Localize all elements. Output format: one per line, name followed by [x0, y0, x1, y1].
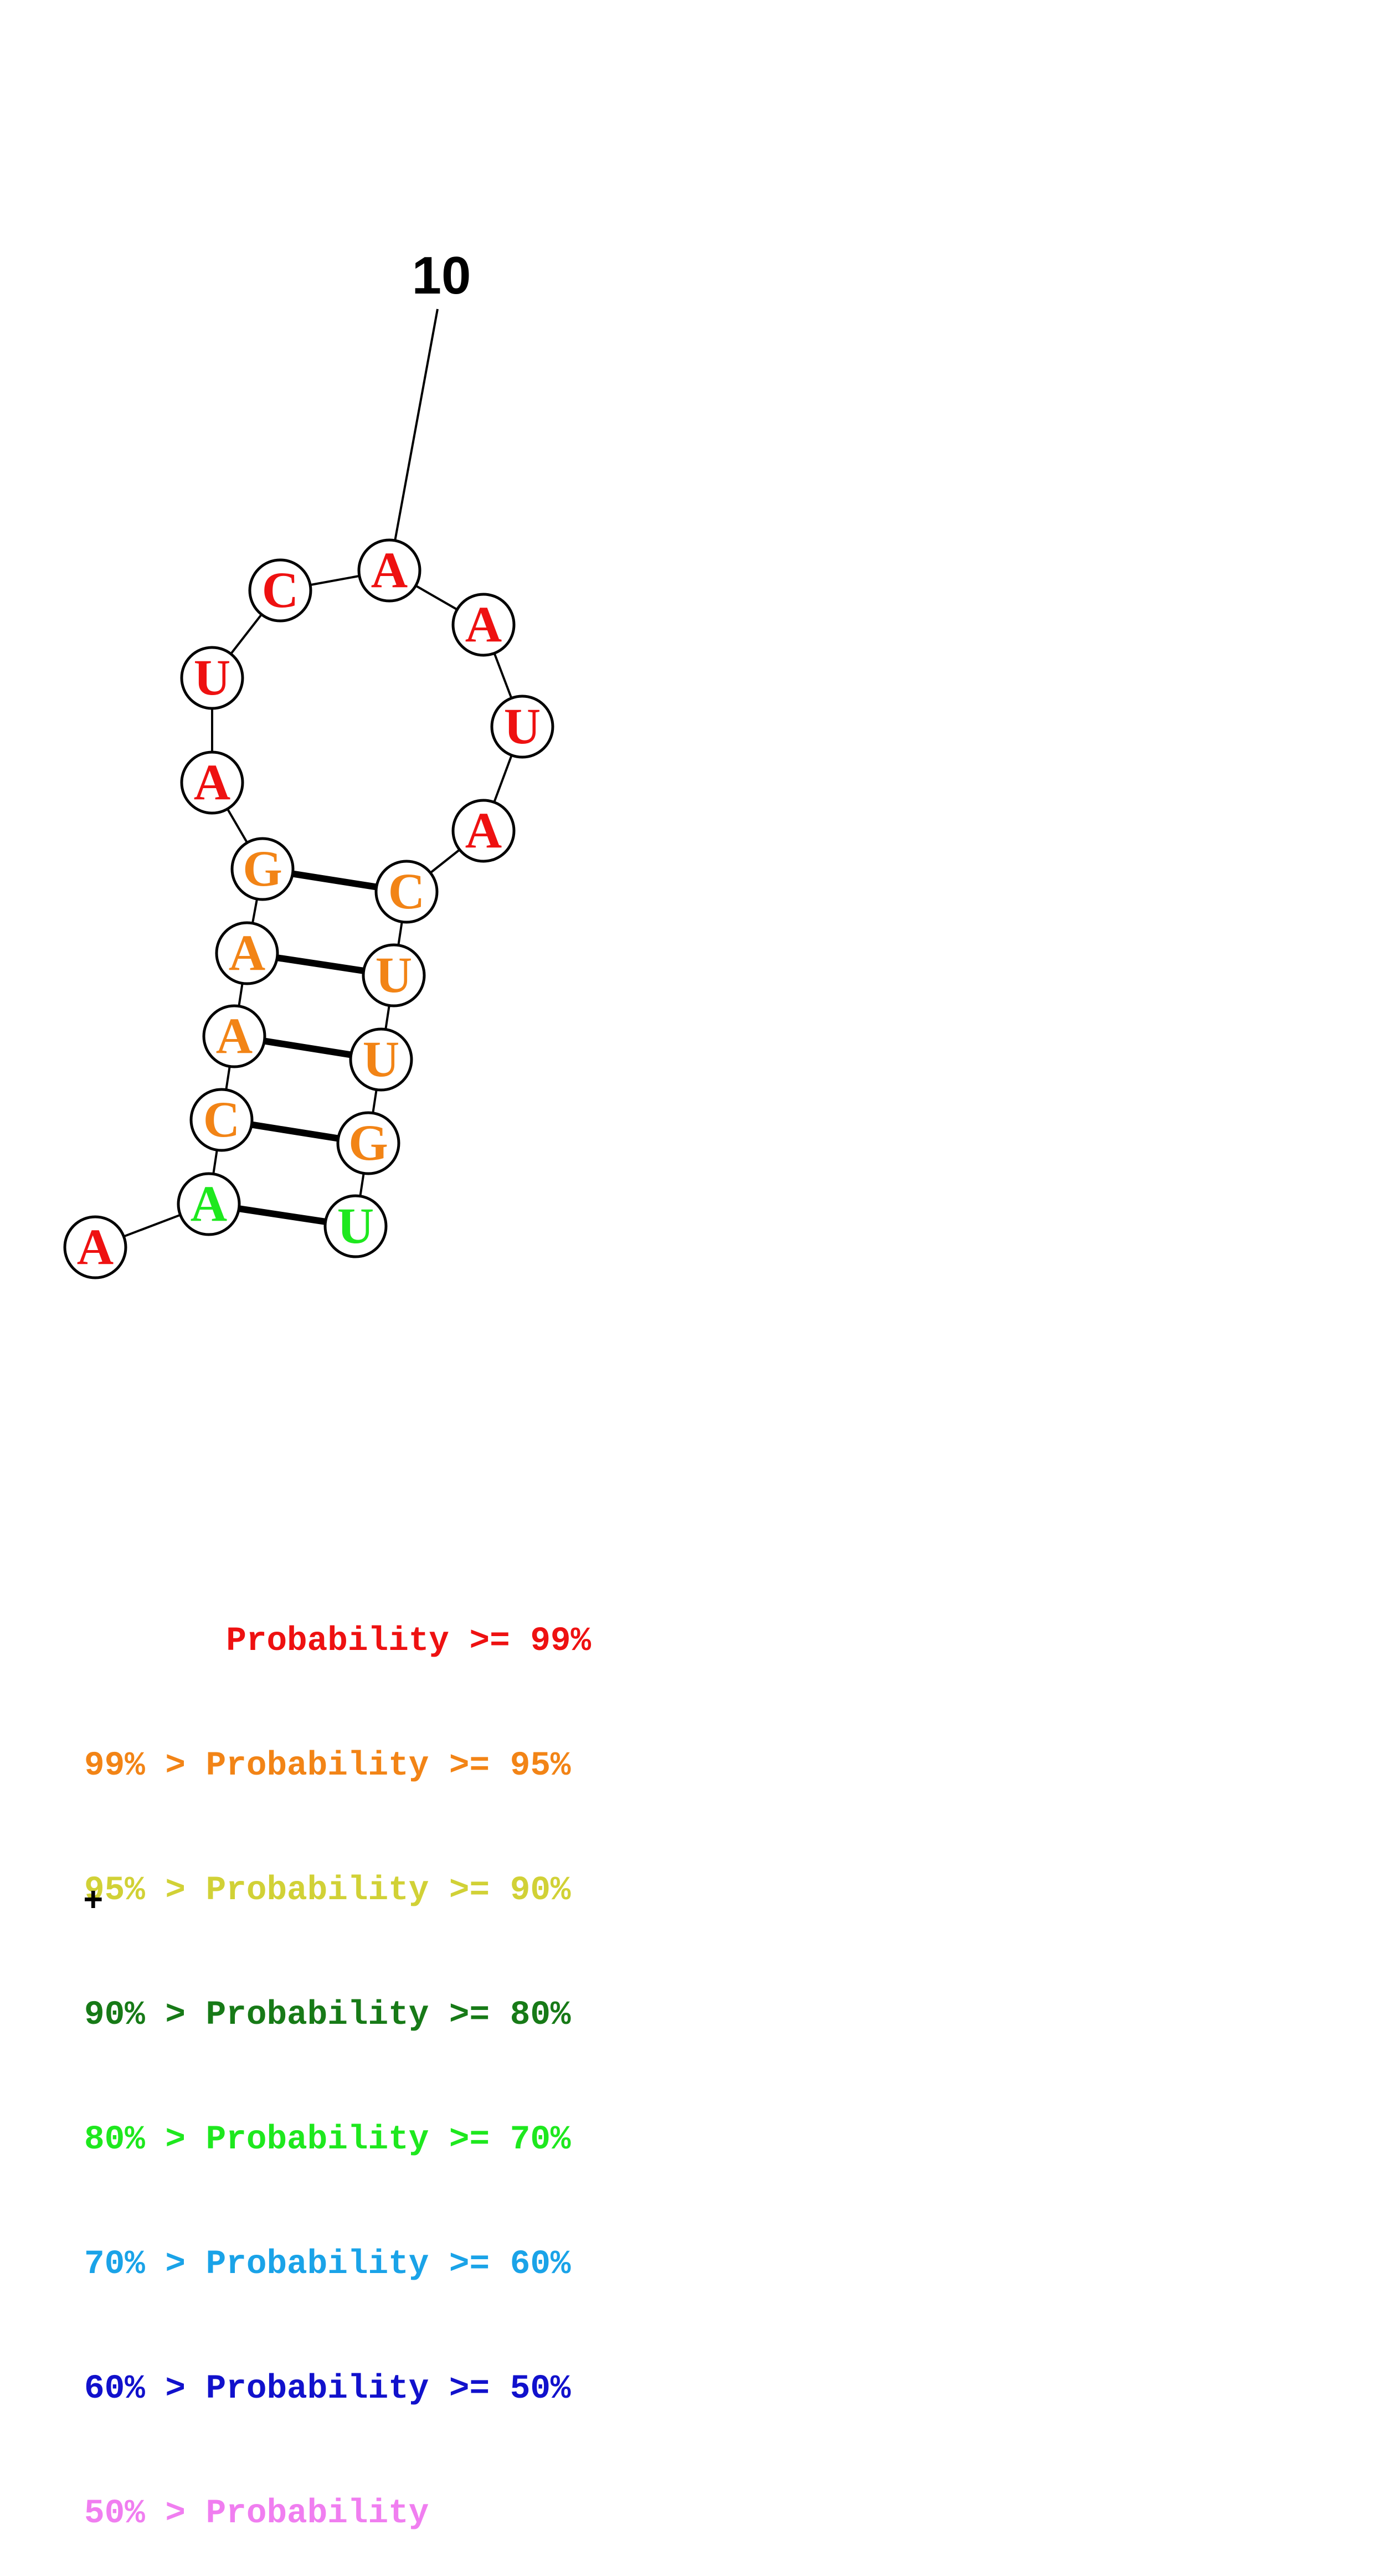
nucleotide-letter: A [465, 596, 502, 652]
nucleotide-letter: A [229, 924, 265, 981]
nucleotide: U [490, 695, 554, 759]
position-label: 10 [412, 246, 471, 305]
base-pair-line [292, 870, 377, 891]
nucleotide: C [189, 1088, 254, 1152]
legend-row: 80% > Probability >= 70% [84, 2121, 571, 2159]
nucleotide-circle [336, 1111, 400, 1175]
nucleotide-circle [189, 1088, 254, 1152]
nucleotide: A [451, 799, 516, 863]
nucleotide: A [177, 1172, 241, 1236]
legend-row: 95% > Probability >= 90% [84, 1871, 571, 1910]
nucleotide-circle [248, 558, 312, 623]
nucleotide-letter: A [371, 542, 408, 598]
nucleotide-letter: G [348, 1114, 388, 1171]
nucleotide-letter: C [203, 1091, 240, 1148]
nucleotide-letter: U [194, 649, 230, 706]
backbone-segment [384, 1005, 390, 1030]
nucleotide-circle [63, 1215, 127, 1279]
nucleotide-letter: C [388, 863, 425, 919]
nucleotide-circle [177, 1172, 241, 1236]
nucleotide-letter: A [465, 802, 502, 858]
backbone-segment [372, 1089, 378, 1113]
nucleotide: A [202, 1004, 266, 1068]
legend-row: 70% > Probability >= 60% [84, 2245, 571, 2284]
nucleotide-letter: C [262, 562, 299, 618]
nucleotide-circle [490, 695, 554, 759]
nucleotide-letter: U [337, 1197, 374, 1254]
nucleotide-circle [349, 1027, 413, 1092]
backbone-segment [123, 1214, 181, 1238]
base-pair-line [276, 954, 364, 974]
legend-row: 90% > Probability >= 80% [84, 1996, 571, 2034]
nucleotide: A [215, 921, 279, 985]
backbone-segment [251, 898, 259, 924]
probability-legend: Probability >= 99% 99% > Probability >= … [84, 1538, 591, 2576]
nucleotide-circle [180, 646, 244, 710]
base-pair-lines [238, 870, 377, 1225]
backbone-segment [429, 849, 461, 874]
backbone-segment [493, 754, 513, 803]
nucleotide-letter: U [376, 947, 412, 1003]
legend-row: 99% > Probability >= 95% [84, 1747, 571, 1785]
nucleotide-circle [374, 860, 439, 924]
nucleotide-circle [180, 750, 244, 815]
nucleotide: G [230, 837, 295, 901]
nucleotide-letter: A [77, 1218, 114, 1275]
nucleotide-circle [357, 538, 421, 603]
nucleotide: U [180, 646, 244, 710]
nucleotide: G [336, 1111, 400, 1175]
backbone-segment [225, 1066, 231, 1090]
nucleotide-letter: A [191, 1175, 227, 1232]
backbone-segment [310, 574, 360, 587]
legend-row: 50% > Probability [84, 2495, 429, 2533]
nucleotide: A [357, 538, 421, 603]
plus-marker: + [83, 1883, 104, 1921]
nucleotide: A [63, 1215, 127, 1279]
backbone-segment [397, 922, 403, 945]
nucleotide: A [180, 750, 244, 815]
backbone-segment [226, 808, 249, 844]
nucleotide-circle [323, 1194, 388, 1258]
nucleotide-circle [451, 593, 516, 657]
nucleotide-letter: U [363, 1031, 399, 1087]
nucleotide: C [374, 860, 439, 924]
nucleotide-circle [451, 799, 516, 863]
nucleotide-letter: U [504, 698, 541, 754]
backbone-segment [212, 1150, 218, 1174]
nucleotide: U [362, 943, 426, 1007]
nucleotide-letter: G [243, 840, 282, 897]
nucleotide: U [349, 1027, 413, 1092]
nucleotide: C [248, 558, 312, 623]
backbone-segment [415, 584, 458, 611]
nucleotide-circle [230, 837, 295, 901]
base-pair-line [251, 1121, 339, 1142]
legend-row: Probability >= 99% [84, 1622, 592, 1660]
nucleotide-circle [202, 1004, 266, 1068]
nucleotide-circle [362, 943, 426, 1007]
backbone-segment [493, 652, 513, 699]
backbone-segment [230, 614, 263, 655]
backbone-segment [238, 983, 244, 1006]
nucleotide: A [451, 593, 516, 657]
position-label-line [394, 308, 439, 542]
nucleotide: U [323, 1194, 388, 1258]
backbone-segment [359, 1173, 365, 1196]
nucleotide-circle [215, 921, 279, 985]
base-pair-line [264, 1037, 352, 1058]
nucleotide-letter: A [194, 754, 230, 810]
legend-row: 60% > Probability >= 50% [84, 2370, 571, 2408]
backbone-lines [123, 574, 513, 1238]
nucleotide-letter: A [216, 1007, 253, 1064]
base-pair-line [238, 1205, 326, 1225]
